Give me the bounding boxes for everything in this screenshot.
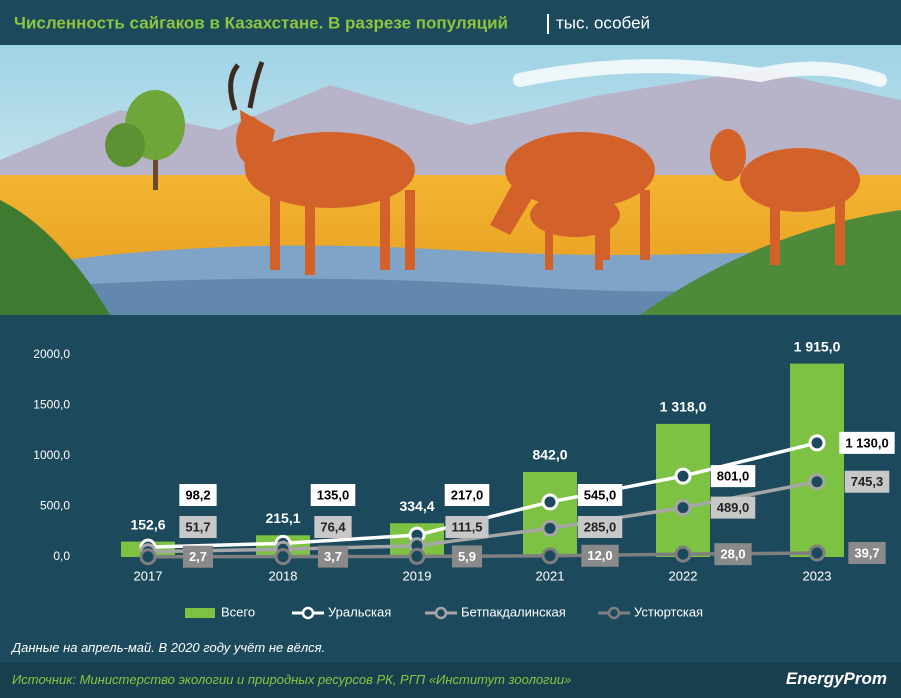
marker: [810, 546, 824, 560]
value-label: 5,9: [458, 549, 476, 564]
marker: [810, 475, 824, 489]
value-label: 28,0: [720, 547, 745, 562]
bar: [656, 424, 710, 557]
x-tick-label: 2018: [269, 568, 298, 583]
legend-swatch: [436, 608, 446, 618]
value-label: 2,7: [189, 549, 207, 564]
bar-value-label: 334,4: [399, 498, 434, 514]
y-tick-label: 2000,0: [33, 347, 70, 361]
brand-logo: EnergyProm: [786, 669, 887, 689]
source: Источник: Министерство экологии и природ…: [12, 672, 571, 687]
legend-label: Устюртская: [634, 604, 703, 619]
legend-label: Всего: [221, 604, 255, 619]
marker: [810, 436, 824, 450]
marker: [676, 501, 690, 515]
marker: [141, 550, 155, 564]
bar-value-label: 1 318,0: [660, 399, 707, 415]
footer: Источник: Министерство экологии и природ…: [0, 662, 901, 698]
x-tick-label: 2017: [134, 568, 163, 583]
value-label: 545,0: [584, 487, 617, 502]
marker: [276, 550, 290, 564]
page: Численность сайгаков в Казахстане. В раз…: [0, 0, 901, 698]
note: Данные на апрель-май. В 2020 году учёт н…: [12, 640, 325, 655]
value-label: 76,4: [320, 519, 346, 534]
marker: [543, 521, 557, 535]
value-label: 39,7: [854, 545, 879, 560]
chart: Численность сайгаков в Казахстане. В раз…: [0, 0, 901, 662]
value-label: 489,0: [717, 500, 750, 515]
bar-value-label: 152,6: [130, 516, 165, 532]
value-label: 1 130,0: [845, 435, 888, 450]
bar-value-label: 1 915,0: [794, 338, 841, 354]
chart-subtitle: тыс. особей: [556, 13, 650, 32]
value-label: 111,5: [451, 519, 482, 534]
x-tick-label: 2023: [803, 568, 832, 583]
marker: [543, 549, 557, 563]
value-label: 51,7: [185, 519, 210, 534]
value-label: 135,0: [317, 487, 350, 502]
illustration: [0, 45, 901, 315]
x-tick-label: 2021: [536, 568, 565, 583]
y-tick-label: 0,0: [53, 549, 70, 563]
legend-label: Уральская: [328, 604, 391, 619]
value-label: 801,0: [717, 469, 750, 484]
marker: [676, 469, 690, 483]
y-tick-label: 1500,0: [33, 398, 70, 412]
y-tick-label: 500,0: [40, 499, 70, 513]
value-label: 12,0: [587, 548, 612, 563]
value-label: 3,7: [324, 549, 342, 564]
legend-swatch: [185, 608, 215, 618]
y-tick-label: 1000,0: [33, 448, 70, 462]
value-label: 745,3: [851, 474, 884, 489]
bar: [523, 472, 577, 557]
bar-value-label: 842,0: [532, 447, 567, 463]
value-label: 217,0: [451, 487, 484, 502]
value-label: 98,2: [185, 487, 210, 502]
value-label: 285,0: [584, 519, 617, 534]
x-tick-label: 2022: [669, 568, 698, 583]
legend-label: Бетпакдалинская: [461, 604, 566, 619]
marker: [543, 495, 557, 509]
bar-value-label: 215,1: [265, 510, 300, 526]
bar: [790, 364, 844, 557]
x-tick-label: 2019: [403, 568, 432, 583]
legend-swatch: [303, 608, 313, 618]
marker: [676, 547, 690, 561]
marker: [410, 549, 424, 563]
chart-title: Численность сайгаков в Казахстане. В раз…: [14, 13, 508, 32]
legend-swatch: [609, 608, 619, 618]
